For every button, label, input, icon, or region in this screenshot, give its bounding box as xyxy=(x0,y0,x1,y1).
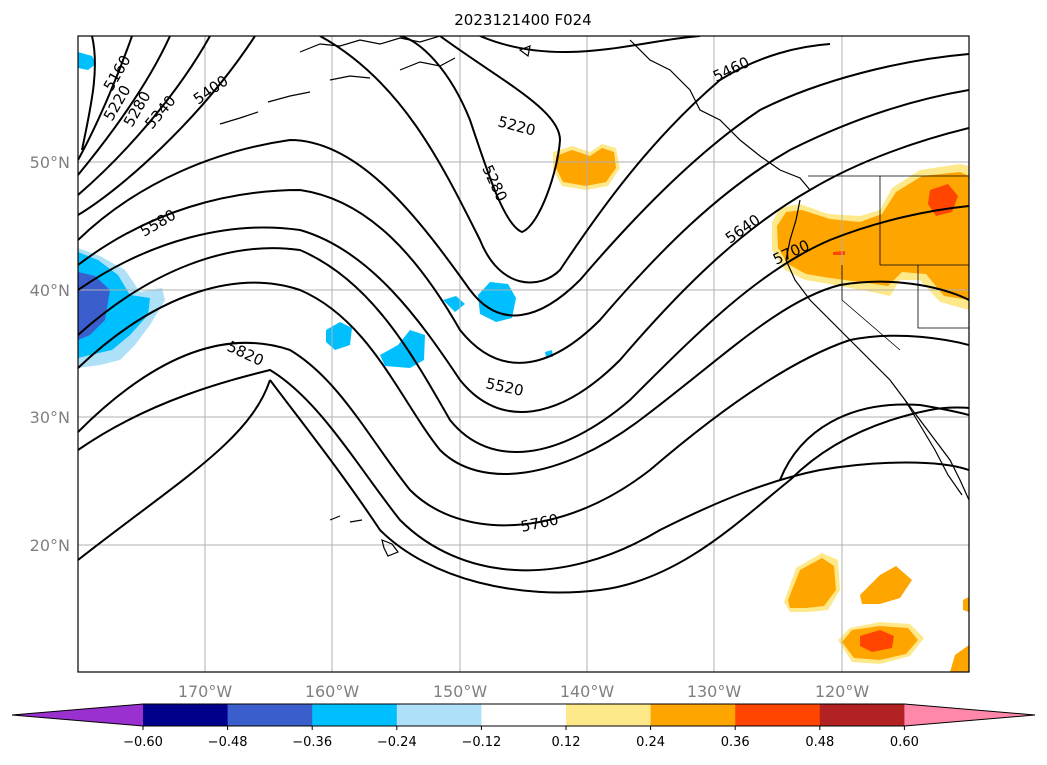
positive-anomaly-se-3-red xyxy=(860,630,894,652)
colorbar-tick-label: 0.60 xyxy=(890,735,919,750)
colorbar-segment xyxy=(650,704,736,726)
colorbar-tick-label: −0.36 xyxy=(292,735,332,750)
latitude-labels: 50°N 40°N 30°N 20°N xyxy=(30,153,70,555)
colorbar-segment xyxy=(481,704,567,726)
colorbar-tick-label: −0.60 xyxy=(123,735,163,750)
colorbar-segment xyxy=(566,704,652,726)
lon-label-130w: 130°W xyxy=(687,682,742,701)
colorbar-tick-label: −0.12 xyxy=(461,735,501,750)
height-contours xyxy=(78,36,969,594)
negative-anomaly-corner xyxy=(78,52,96,70)
positive-anomaly-east-core xyxy=(777,172,969,300)
colorbar-segment xyxy=(735,704,821,726)
lon-label-150w: 150°W xyxy=(433,682,488,701)
colorbar-tick-label: −0.48 xyxy=(208,735,248,750)
lat-label-40n: 40°N xyxy=(30,281,70,300)
baja-coast xyxy=(904,399,963,496)
lon-label-140w: 140°W xyxy=(560,682,615,701)
alaska-coast xyxy=(219,36,531,125)
lat-label-20n: 20°N xyxy=(30,536,70,555)
colorbar-tick-label: −0.24 xyxy=(377,735,417,750)
positive-anomaly-se-5 xyxy=(963,597,969,612)
colorbar-segment xyxy=(396,704,482,726)
positive-anomaly-north-core xyxy=(556,148,616,186)
colorbar-tick-label: 0.36 xyxy=(721,735,750,750)
map-frame xyxy=(77,35,970,673)
anomaly-shading xyxy=(78,52,969,672)
colorbar-extend-low xyxy=(12,704,143,726)
negative-anomaly-west-inner xyxy=(78,272,110,340)
colorbar-tick-label: 0.12 xyxy=(552,735,581,750)
map-title: 2023121400 F024 xyxy=(454,11,591,29)
lat-label-50n: 50°N xyxy=(30,153,70,172)
positive-anomaly-se-4 xyxy=(950,645,969,672)
gridlines xyxy=(78,36,969,672)
lon-label-120w: 120°W xyxy=(815,682,870,701)
lon-label-160w: 160°W xyxy=(305,682,360,701)
lon-label-170w: 170°W xyxy=(178,682,233,701)
positive-anomaly-se-1-core xyxy=(788,558,836,608)
colorbar-segment xyxy=(143,704,229,726)
hawaii xyxy=(329,515,399,557)
negative-anomaly-small-4 xyxy=(478,282,516,322)
colorbar-tick-label: 0.24 xyxy=(636,735,665,750)
borders xyxy=(808,175,969,351)
colorbar-extend-high xyxy=(904,704,1035,726)
positive-anomaly-se-2 xyxy=(860,566,912,604)
coastlines xyxy=(219,36,969,557)
colorbar-segment xyxy=(227,704,313,726)
colorbar-segment xyxy=(819,704,905,726)
colorbar-tick-label: 0.48 xyxy=(805,735,834,750)
longitude-labels: 170°W 160°W 150°W 140°W 130°W 120°W xyxy=(178,682,870,701)
panhandle-coast xyxy=(629,39,811,191)
colorbar: −0.60 −0.48 −0.36 −0.24 −0.12 0.12 0.24 0.36 0.4… xyxy=(11,703,1036,750)
colorbar-segment xyxy=(312,704,398,726)
west-coast xyxy=(785,199,969,501)
lat-label-30n: 30°N xyxy=(30,408,70,427)
map-area: 5160 5220 5280 5340 5400 5220 5280 5460 … xyxy=(77,35,970,673)
